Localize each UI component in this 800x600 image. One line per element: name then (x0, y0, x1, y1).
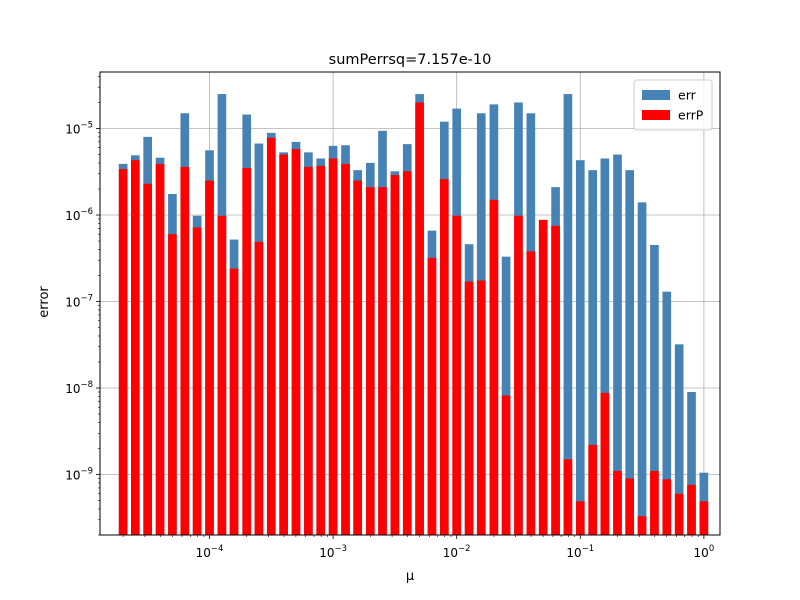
bar-errP (662, 479, 672, 535)
x-tick-label: 10−3 (319, 544, 347, 560)
bar-errP (205, 180, 214, 535)
bar-err (563, 94, 573, 536)
x-tick-label: 10−2 (443, 544, 471, 560)
bar-errP (526, 251, 536, 535)
bar-errP (674, 493, 684, 535)
y-tick-label: 10−6 (65, 207, 93, 223)
bar-errP (390, 175, 400, 535)
bar-errP (514, 215, 523, 535)
ticks: 10−4 10−3 10−2 10−1 100 10−9 10−8 10−7 10−6 10−5 (65, 76, 714, 560)
y-axis-label: error (37, 286, 52, 318)
bars (118, 94, 709, 536)
y-tick-label: 10−7 (65, 294, 93, 310)
legend-label-err: err (678, 88, 697, 103)
bar-errP (452, 215, 462, 535)
bar-err (613, 154, 622, 535)
legend-swatch-errP (642, 110, 670, 120)
y-tick-label: 10−9 (65, 467, 93, 483)
bar-errP (217, 215, 227, 535)
bar-errP (266, 137, 276, 535)
bar-errP (254, 241, 264, 535)
bar-errP (304, 166, 313, 535)
bar-errP (489, 199, 499, 535)
y-tick-label: 10−8 (65, 380, 93, 396)
bar-errP (291, 148, 301, 535)
bar-errP (130, 160, 140, 535)
bar-errP (476, 280, 486, 535)
x-tick-label: 10−4 (196, 544, 224, 560)
bar-errP (353, 180, 362, 535)
bar-errP (575, 501, 585, 535)
bar-errP (279, 154, 288, 535)
bar-errP (180, 166, 190, 535)
bar-errP (625, 478, 635, 535)
bar-err (575, 160, 585, 535)
bar-errP (242, 167, 252, 536)
bar-errP (341, 163, 350, 535)
bar-err (637, 202, 647, 536)
bar-err (625, 170, 635, 535)
axes-frame (99, 71, 721, 536)
bar-errP (687, 484, 696, 535)
bar-err (674, 344, 684, 535)
bar-errP (613, 470, 622, 535)
bar-errP (378, 187, 387, 535)
legend: err errP (633, 79, 713, 131)
bar-errP (637, 516, 647, 535)
bar-errP (427, 257, 437, 535)
x-tick-label: 100 (694, 544, 715, 560)
bar-err (687, 391, 696, 535)
bar-errP (365, 187, 375, 535)
bar-errP (699, 501, 709, 535)
bar-errP (538, 219, 548, 535)
bar-err (662, 291, 672, 535)
bar-errP (600, 392, 610, 535)
bar-err (588, 170, 598, 535)
y-tick-label: 10−5 (65, 121, 93, 137)
bar-errP (464, 281, 474, 535)
chart-title: sumPerrsq=7.157e-10 (329, 52, 492, 68)
bar-errP (118, 169, 128, 536)
bar-errP (563, 459, 573, 535)
legend-box (633, 79, 713, 131)
bar-errP (143, 183, 153, 535)
bar-errP (155, 163, 165, 535)
bar-errP (328, 158, 338, 535)
bar-errP (316, 165, 326, 535)
bar-errP (192, 227, 202, 535)
x-tick-label: 10−1 (566, 544, 594, 560)
legend-swatch-err (642, 90, 670, 100)
x-axis-label: μ (406, 569, 414, 584)
legend-label-errP: errP (678, 108, 704, 123)
bar-errP (588, 444, 598, 535)
bar-errP (229, 268, 239, 535)
bar-errP (415, 102, 424, 535)
bar-errP (439, 179, 449, 535)
bar-err (600, 158, 610, 535)
bar-err (650, 245, 659, 535)
bar-errP (650, 470, 659, 535)
bar-errP (501, 395, 511, 535)
bar-errP (551, 225, 560, 535)
bar-errP (402, 171, 412, 535)
bar-errP (168, 234, 177, 535)
